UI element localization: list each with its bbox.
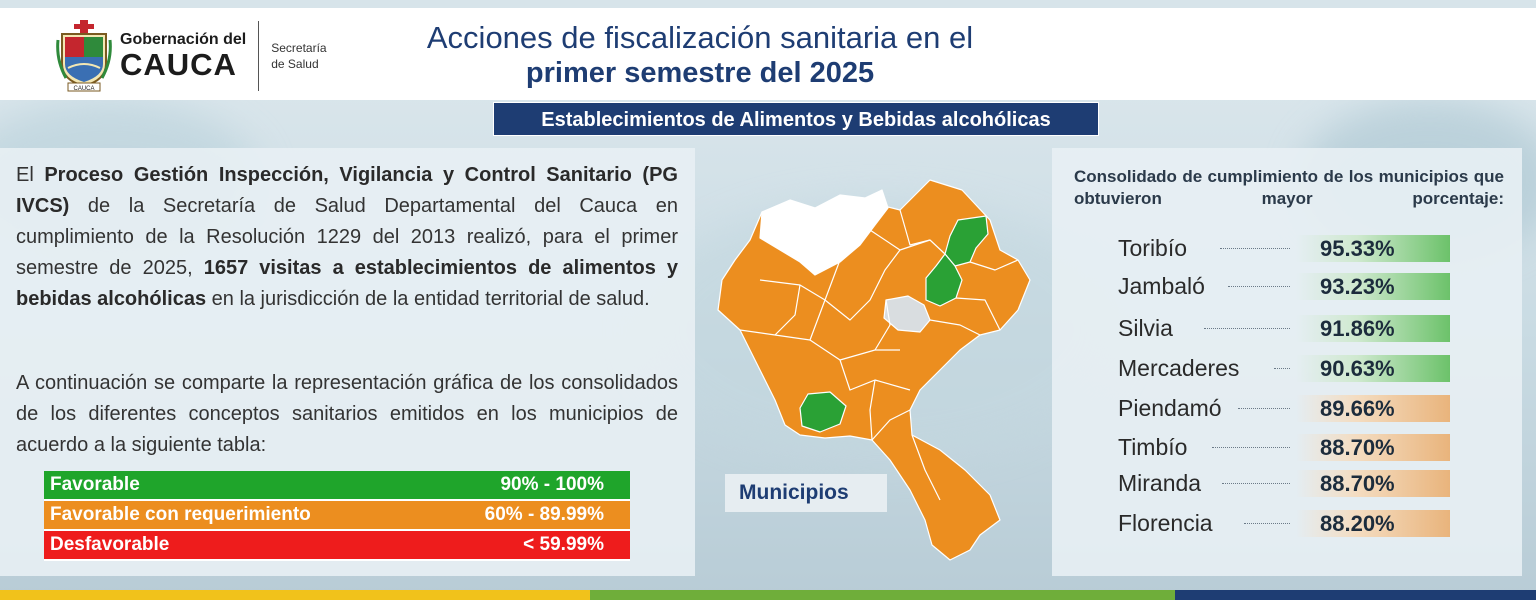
- leader-dots: [1274, 368, 1290, 369]
- map-border: [824, 209, 931, 321]
- ranking-title: Consolidado de cumplimiento de los munic…: [1074, 167, 1504, 208]
- leader-dots: [1228, 286, 1290, 287]
- map-region-favorable: [799, 391, 847, 433]
- section-subtitle: Establecimientos de Alimentos y Bebidas …: [493, 102, 1099, 136]
- shield-label: CAUCA: [73, 86, 94, 92]
- logo-divider: [258, 21, 260, 91]
- legend-label: Favorable: [50, 474, 140, 495]
- compliance-value: 95.33%: [1296, 235, 1450, 262]
- ranking-row: Toribío 95.33%: [1118, 233, 1452, 263]
- ranking-row: Florencia 88.20%: [1118, 508, 1452, 538]
- map-border: [874, 299, 891, 351]
- municipality-name: Miranda: [1118, 470, 1202, 496]
- ranking-row: Silvia 91.86%: [1118, 313, 1452, 343]
- legend-label: Favorable con requerimiento: [50, 504, 311, 525]
- leader-dots: [1212, 447, 1290, 448]
- ranking-row: Mercaderes 90.63%: [1118, 353, 1452, 383]
- ranking-row: Jambaló 93.23%: [1118, 271, 1452, 301]
- map-border: [969, 259, 1019, 271]
- ranking-row: Miranda 88.70%: [1118, 468, 1452, 498]
- map-region-sin-dato: [759, 189, 889, 276]
- legend-table: Favorable 90% - 100% Favorable con reque…: [44, 471, 630, 561]
- compliance-value: 90.63%: [1296, 355, 1450, 382]
- ranking-row: Timbío 88.70%: [1118, 432, 1452, 462]
- intro-paragraph-1: El Proceso Gestión Inspección, Vigilanci…: [16, 160, 678, 315]
- top-strip: [0, 0, 1536, 8]
- map-label: Municipios: [725, 474, 887, 512]
- compliance-value: 88.20%: [1296, 510, 1450, 537]
- municipality-name: Timbío: [1118, 434, 1188, 460]
- map-border: [839, 359, 911, 391]
- intro-text: de la Secretaría de Salud Departamental …: [16, 195, 678, 279]
- map-border: [899, 209, 946, 255]
- municipality-name: Silvia: [1118, 315, 1173, 341]
- legend-row-desfavorable: Desfavorable < 59.99%: [44, 531, 630, 561]
- map-border: [869, 379, 876, 441]
- page-title: Acciones de fiscalización sanitaria en e…: [400, 20, 1000, 90]
- footer-stripe-yellow: [0, 590, 590, 600]
- org-name: Gobernación del CAUCA: [120, 31, 246, 81]
- department-line-1: Secretaría: [271, 41, 327, 55]
- municipality-name: Mercaderes: [1118, 355, 1240, 381]
- map-border: [859, 199, 901, 251]
- map-border: [911, 434, 941, 501]
- leader-dots: [1244, 523, 1290, 524]
- leader-dots: [1204, 328, 1290, 329]
- cauca-map: [717, 179, 1031, 561]
- coat-of-arms-icon: CAUCA: [56, 20, 112, 92]
- ranking-row: Piendamó 89.66%: [1118, 393, 1452, 423]
- org-name-big: CAUCA: [120, 47, 237, 82]
- footer-stripe-blue: [1175, 590, 1536, 600]
- leader-dots: [1222, 483, 1290, 484]
- intro-visits: 1657 visitas a establecimientos de alime…: [16, 257, 679, 310]
- logo: CAUCA Gobernación del CAUCA Secretaría d…: [56, 20, 327, 92]
- compliance-value: 89.66%: [1296, 395, 1450, 422]
- intro-text: en la jurisdicción de la entidad territo…: [206, 288, 650, 310]
- map-border: [774, 284, 801, 336]
- department-line-2: de Salud: [271, 57, 319, 71]
- map-region-capital: [883, 295, 931, 333]
- legend-row-favorable: Favorable 90% - 100%: [44, 471, 630, 501]
- leader-dots: [1238, 408, 1290, 409]
- leader-dots: [1220, 248, 1290, 249]
- page-title-line-2: primer semestre del 2025: [525, 57, 875, 89]
- municipality-name: Florencia: [1118, 510, 1213, 536]
- page-title-line-1: Acciones de fiscalización sanitaria en e…: [426, 20, 974, 55]
- intro-process-name: Proceso Gestión Inspección, Vigilancia y…: [16, 164, 678, 217]
- intro-text: El: [16, 164, 45, 186]
- compliance-value: 88.70%: [1296, 434, 1450, 461]
- header-bar: [0, 8, 1536, 100]
- municipality-name: Jambaló: [1118, 273, 1205, 299]
- legend-range: < 59.99%: [523, 534, 604, 555]
- municipality-name: Toribío: [1118, 235, 1188, 261]
- map-region-favorable: [925, 253, 963, 307]
- map-border: [871, 409, 911, 441]
- compliance-value: 88.70%: [1296, 470, 1450, 497]
- municipality-name: Piendamó: [1118, 395, 1222, 421]
- map-border: [929, 319, 981, 336]
- footer-stripe: [0, 590, 1536, 600]
- compliance-value: 91.86%: [1296, 315, 1450, 342]
- compliance-value: 93.23%: [1296, 273, 1450, 300]
- legend-row-requerimiento: Favorable con requerimiento 60% - 89.99%: [44, 501, 630, 531]
- legend-range: 90% - 100%: [500, 474, 604, 495]
- map-border: [955, 297, 1001, 331]
- org-name-small: Gobernación del: [120, 31, 247, 48]
- legend-range: 60% - 89.99%: [484, 504, 604, 525]
- footer-stripe-green: [590, 590, 1175, 600]
- intro-paragraph-2: A continuación se comparte la representa…: [16, 372, 678, 456]
- department-name: Secretaría de Salud: [271, 40, 326, 72]
- legend-label: Desfavorable: [50, 534, 170, 555]
